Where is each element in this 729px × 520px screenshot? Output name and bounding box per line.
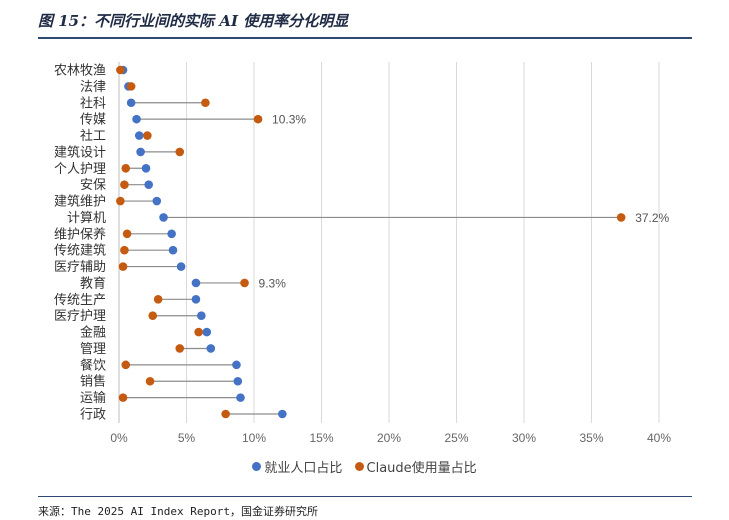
- category-label: 教育: [80, 275, 106, 291]
- category-label: 法律: [80, 80, 106, 95]
- employment-point: [152, 196, 162, 206]
- employment-point: [167, 229, 176, 239]
- claude-point: [616, 213, 626, 222]
- claude-point: [175, 147, 185, 157]
- category-label: 管理: [80, 342, 106, 357]
- legend-marker-claude: [354, 462, 364, 471]
- claude-point: [148, 311, 158, 321]
- chart-legend: 就业人口占比 Claude使用量占比: [0, 457, 729, 476]
- category-label: 个人护理: [54, 162, 106, 177]
- category-label: 安保: [80, 178, 106, 193]
- category-label: 建筑设计: [54, 144, 106, 160]
- x-tick-label: 20%: [377, 431, 401, 445]
- legend-label-claude: Claude使用量占比: [366, 461, 477, 476]
- employment-point: [176, 262, 186, 271]
- footer-divider: [38, 496, 692, 497]
- claude-point: [116, 65, 125, 75]
- employment-point: [232, 360, 241, 370]
- claude-point: [116, 196, 125, 206]
- category-label: 金融: [80, 325, 106, 341]
- claude-point: [118, 262, 128, 271]
- legend-item-employment: 就业人口占比: [252, 457, 342, 476]
- data-label: 9.3%: [259, 276, 287, 290]
- claude-point: [221, 409, 230, 419]
- claude-point: [175, 344, 185, 353]
- employment-point: [278, 409, 287, 419]
- category-label: 社科: [80, 95, 106, 111]
- category-label: 运输: [80, 390, 106, 406]
- figure-title: 图 15：不同行业间的实际 AI 使用率分化明显: [38, 12, 349, 30]
- claude-point: [145, 376, 155, 386]
- employment-point: [202, 327, 212, 337]
- data-label: 37.2%: [635, 211, 669, 225]
- claude-point: [153, 295, 163, 304]
- claude-point: [121, 163, 131, 173]
- claude-point: [121, 360, 131, 370]
- claude-point: [126, 82, 136, 91]
- category-label: 销售: [80, 374, 106, 390]
- x-tick-label: 10%: [242, 431, 266, 445]
- employment-point: [126, 98, 136, 108]
- employment-point: [236, 393, 245, 402]
- category-label: 建筑维护: [54, 194, 106, 210]
- claude-point: [253, 114, 263, 124]
- category-label: 行政: [80, 408, 106, 423]
- claude-point: [120, 180, 129, 189]
- claude-point: [122, 229, 132, 239]
- category-label: 农林牧渔: [54, 64, 106, 79]
- legend-marker-employment: [252, 462, 262, 471]
- category-label: 医疗护理: [54, 309, 106, 324]
- employment-point: [191, 295, 201, 304]
- title-divider: [38, 37, 692, 39]
- category-label: 餐饮: [80, 357, 106, 373]
- legend-item-claude: Claude使用量占比: [354, 457, 477, 476]
- category-label: 传媒: [80, 113, 106, 128]
- x-tick-label: 30%: [512, 431, 536, 445]
- employment-point: [206, 344, 216, 353]
- claude-point: [240, 278, 249, 288]
- employment-point: [168, 245, 178, 255]
- data-label: 10.3%: [272, 113, 306, 127]
- employment-point: [144, 180, 153, 189]
- x-tick-label: 0%: [110, 431, 128, 445]
- x-tick-label: 5%: [178, 431, 196, 445]
- dumbbell-chart: 0% 5% 10% 15% 20% 25% 30% 35% 40% 农林牧渔法律社科传媒社工建筑设…: [54, 62, 671, 445]
- claude-point: [194, 327, 203, 337]
- x-tick-label: 15%: [309, 431, 333, 445]
- employment-point: [197, 311, 206, 321]
- employment-point: [134, 131, 144, 140]
- x-tick-label: 35%: [579, 431, 603, 445]
- claude-point: [120, 245, 129, 255]
- employment-point: [233, 376, 243, 386]
- x-tick-label: 40%: [647, 431, 671, 445]
- category-label: 维护保养: [54, 226, 106, 242]
- x-tick-label: 25%: [444, 431, 468, 445]
- category-label: 社工: [80, 128, 106, 144]
- claude-point: [143, 131, 152, 140]
- employment-point: [132, 114, 141, 124]
- category-label: 传统生产: [54, 293, 106, 308]
- employment-point: [136, 147, 145, 157]
- category-label: 计算机: [67, 211, 106, 226]
- claude-point: [118, 393, 128, 402]
- source-note: 来源：The 2025 AI Index Report，国金证券研究所: [38, 505, 318, 518]
- employment-point: [159, 213, 168, 222]
- category-label: 传统建筑: [54, 243, 106, 259]
- employment-point: [141, 163, 151, 173]
- employment-point: [191, 278, 201, 288]
- claude-point: [201, 98, 210, 108]
- legend-label-employment: 就业人口占比: [264, 461, 343, 476]
- category-label: 医疗辅助: [54, 260, 106, 275]
